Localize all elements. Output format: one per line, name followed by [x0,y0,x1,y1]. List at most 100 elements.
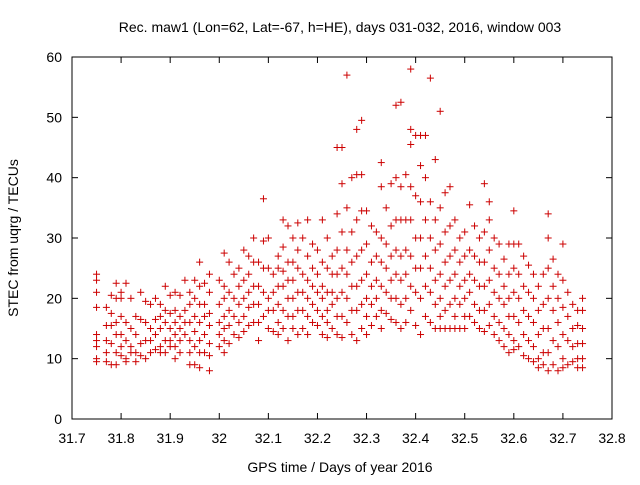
data-point [215,331,223,339]
data-point [225,321,233,329]
data-point [205,367,213,375]
data-point [343,246,351,254]
data-point [363,331,371,339]
data-point [156,343,164,351]
data-point [466,246,474,254]
data-point [544,210,552,218]
data-point [93,343,101,351]
data-point [279,306,287,314]
data-point [549,306,557,314]
data-point [377,183,385,191]
data-point [294,219,302,227]
data-point [574,321,582,329]
x-tick-label: 32.5 [451,430,478,446]
data-point [471,252,479,260]
data-point [495,270,503,278]
data-point [235,300,243,308]
data-point [348,174,356,182]
data-point [264,264,272,272]
data-point [333,294,341,302]
data-point [480,282,488,290]
data-point [402,270,410,278]
data-point [343,71,351,79]
data-point [299,325,307,332]
data-point [579,364,587,372]
data-point [338,288,346,296]
data-point [313,306,321,314]
data-point [161,318,169,326]
data-point [534,355,542,363]
data-point [407,216,415,224]
data-point [112,318,120,326]
data-point [299,234,307,242]
data-point [451,312,459,320]
data-point [392,270,400,278]
data-point [215,343,223,351]
axes-layer: 31.7 31.8 31.9 32 32.1 32.2 32.3 32.4 32.5 32.6 32… [46,49,625,446]
data-point [500,343,508,351]
data-point [407,306,415,314]
data-point [176,325,184,332]
data-point [171,288,179,296]
data-point [313,288,321,296]
data-point [456,282,464,290]
data-point [475,234,483,242]
data-point [495,240,503,248]
data-point [539,300,547,308]
data-point [323,234,331,242]
data-point [201,331,209,339]
data-point [392,174,400,182]
data-point [147,325,155,332]
data-point [387,180,395,188]
data-point [471,300,479,308]
data-point [259,237,267,245]
data-point [304,252,312,260]
data-point [421,252,429,260]
data-point [544,325,552,332]
data-point [255,282,263,290]
data-point [554,367,562,375]
data-point [309,282,317,290]
data-point [215,300,223,308]
data-point [171,331,179,339]
data-point [402,246,410,254]
data-point [309,264,317,272]
data-point [426,74,434,82]
data-point [245,321,253,329]
data-point [338,228,346,236]
data-point [490,264,498,272]
x-tick-label: 31.9 [157,430,184,446]
data-point [142,318,150,326]
data-point [328,252,336,260]
data-point [490,234,498,242]
data-point [142,297,150,305]
data-point [201,300,209,308]
data-point [181,276,189,284]
data-point [353,125,361,133]
data-point [441,282,449,290]
data-point [274,318,282,326]
data-point [529,358,537,366]
data-point [240,312,248,320]
data-point [456,300,464,308]
data-point [205,270,213,278]
data-point [544,264,552,272]
data-point [377,234,385,242]
data-point [461,276,469,284]
data-point [220,294,228,302]
data-point [309,300,317,308]
data-point [156,325,164,332]
data-point [358,325,366,332]
data-point [534,306,542,314]
data-point [353,306,361,314]
data-point [147,349,155,357]
data-point [441,189,449,197]
data-point [255,318,263,326]
data-point [363,207,371,215]
data-point [245,303,253,311]
data-point [387,222,395,230]
data-point [412,192,420,200]
data-point [363,240,371,248]
data-point [196,258,204,266]
data-point [372,312,380,320]
